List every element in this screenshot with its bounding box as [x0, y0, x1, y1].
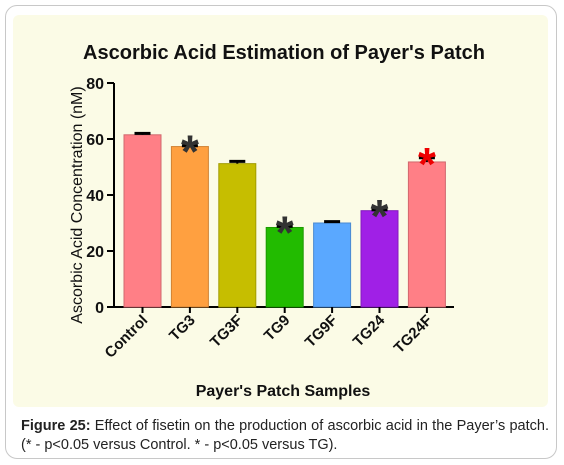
y-tick-label: 40: [86, 188, 104, 205]
caption-text: Effect of fisetin on the production of a…: [21, 418, 549, 453]
bar-tg9f: [313, 222, 352, 308]
bar-control: [123, 134, 162, 308]
bar-tg24f: [407, 161, 446, 308]
x-tick-label: TG24F: [391, 312, 436, 357]
x-tick-label: Control: [102, 312, 152, 362]
bar-tg24: [360, 210, 399, 308]
significance-marker: *: [418, 138, 436, 190]
x-tick-label: TG3F: [207, 312, 246, 351]
x-axis-label: Payer's Patch Samples: [196, 383, 371, 400]
chart-panel: [13, 15, 548, 407]
x-tick-label: TG24: [350, 311, 389, 350]
bar-tg3f: [218, 163, 257, 308]
x-tick-label: TG9F: [302, 312, 341, 351]
significance-marker: *: [181, 126, 199, 178]
y-tick-label: 20: [86, 244, 104, 261]
significance-marker: *: [371, 190, 389, 242]
bar-tg9: [265, 226, 304, 308]
y-axis-label: Ascorbic Acid Concentration (nM): [69, 86, 86, 323]
chart-title: Ascorbic Acid Estimation of Payer's Patc…: [83, 42, 485, 64]
caption-label: Figure 25:: [21, 418, 91, 434]
x-tick-label: TG9: [261, 312, 294, 345]
y-tick-label: 0: [95, 300, 104, 317]
y-tick-label: 60: [86, 132, 104, 149]
x-tick-label: TG3: [166, 312, 199, 345]
significance-marker: *: [276, 206, 294, 258]
y-tick-label: 80: [86, 76, 104, 93]
figure-caption: Figure 25: Effect of fisetin on the prod…: [21, 417, 549, 455]
